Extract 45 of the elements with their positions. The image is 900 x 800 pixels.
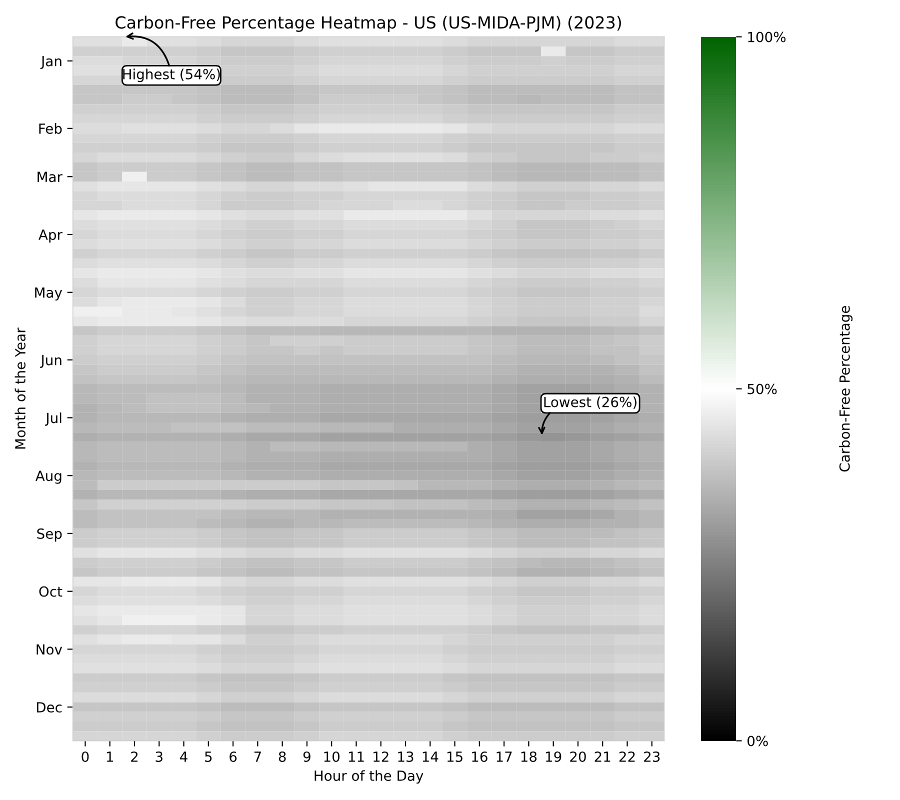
y-tick-label: Jul [45,412,62,426]
x-tick-label: 15 [447,752,462,762]
x-axis-title: Hour of the Day [314,770,424,784]
color-bar-title: Carbon-Free Percentage [839,306,853,472]
y-tick-label: Mar [38,172,62,182]
annotation: Highest (54%) [123,68,220,82]
color-bar-label: 100% [748,32,786,42]
x-tick-label: 20 [570,751,586,762]
chart-title: Carbon-Free Percentage Heatmap - US (US-MIDA-PJM) (2023) [116,16,621,32]
x-tick-label: 8 [278,751,286,762]
x-tick-label: 14 [422,752,438,762]
x-tick-label: 22 [619,751,635,762]
x-tick-label: 9 [303,751,310,762]
x-tick-label: 13 [398,751,414,762]
y-tick-label: Jun [40,355,62,368]
x-tick-label: 23 [644,751,660,762]
x-tick-label: 19 [546,751,562,762]
x-tick-label: 12 [374,751,388,762]
y-tick-label: Jan [40,56,62,69]
x-tick-label: 2 [131,751,138,762]
annotation: Lowest (26%) [544,396,636,409]
x-tick-label: 1 [106,752,113,762]
x-tick-label: 0 [82,751,89,762]
x-tick-label: 4 [180,752,188,762]
x-tick-label: 3 [156,751,162,762]
color-bar-label: 50% [748,384,777,394]
y-tick-label: Feb [39,123,62,134]
y-tick-label: Apr [38,230,62,243]
x-tick-label: 11 [348,752,364,762]
x-tick-label: 16 [472,751,488,762]
x-tick-label: 6 [230,751,237,762]
x-tick-label: 5 [205,752,212,762]
x-tick-label: 17 [496,752,512,762]
y-tick-label: Aug [35,470,62,484]
x-tick-label: 10 [324,751,340,762]
y-tick-label: Dec [36,702,62,713]
color-bar-label: 0% [748,736,768,746]
y-axis-title: Month of the Year [14,328,26,449]
x-tick-label: 18 [521,751,537,762]
y-tick-label: Oct [39,586,62,597]
y-tick-label: Nov [36,644,62,655]
x-tick-label: 7 [254,752,261,762]
x-tick-label: 21 [594,751,610,762]
y-tick-label: May [35,288,62,301]
y-tick-label: Sep [37,528,62,542]
